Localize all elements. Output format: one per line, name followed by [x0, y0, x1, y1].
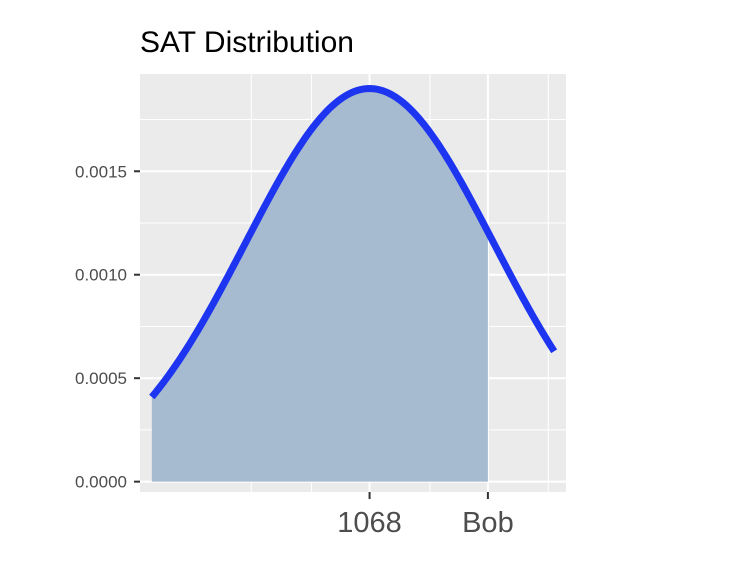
y-tick-label: 0.0015: [75, 162, 127, 181]
y-tick-label: 0.0000: [75, 473, 127, 492]
x-axis: 1068 Bob: [337, 492, 514, 539]
density-curve-line: [149, 85, 558, 400]
shaded-area-below-bob: [151, 88, 488, 482]
y-axis: 0.0000 0.0005 0.0010 0.0015: [75, 162, 140, 492]
x-tick-label: Bob: [462, 507, 514, 539]
chart-title: SAT Distribution: [140, 26, 354, 59]
y-tick-label: 0.0005: [75, 369, 127, 388]
y-tick-label: 0.0010: [75, 266, 127, 285]
x-tick-label: 1068: [337, 507, 402, 539]
